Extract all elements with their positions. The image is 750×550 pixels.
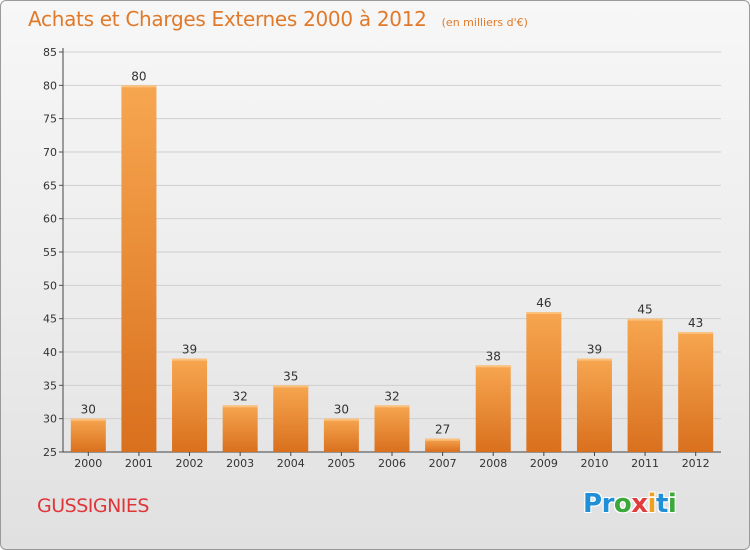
brand-letter: r	[601, 489, 615, 519]
brand-logo: Proxiti	[583, 489, 677, 519]
bar-2008	[475, 365, 511, 452]
y-tick-label: 50	[43, 279, 57, 292]
y-tick-labels: 25 30 35 40 45 50 55 60 65 70 75 80 85	[43, 46, 57, 459]
y-tick-label: 80	[43, 79, 57, 92]
x-tick-label: 2004	[277, 457, 305, 470]
bar-2012	[678, 332, 714, 452]
data-label: 45	[637, 303, 652, 317]
bar-highlight	[678, 332, 714, 334]
bar-2002	[172, 358, 208, 452]
chart-subtitle: (en milliers d'€)	[441, 16, 528, 29]
x-tick-label: 2009	[530, 457, 558, 470]
x-tick-label: 2006	[378, 457, 406, 470]
bar-2009	[526, 312, 562, 452]
bar-2005	[323, 418, 359, 452]
bar-highlight	[576, 358, 612, 361]
bar-2003	[222, 405, 258, 452]
y-tick-label: 55	[43, 246, 57, 259]
data-labels: 30 80 39 32 35 30 32 27 38 46 39 45 43	[81, 69, 704, 436]
data-label: 39	[182, 343, 197, 357]
y-tick-label: 65	[43, 179, 57, 192]
brand-letter: o	[613, 489, 632, 519]
y-tick-label: 25	[43, 446, 57, 459]
y-tick-label: 40	[43, 346, 57, 359]
title-row: Achats et Charges Externes 2000 à 2012 (…	[28, 7, 528, 31]
data-label: 32	[384, 389, 399, 403]
data-label: 32	[233, 389, 248, 403]
bars	[70, 85, 714, 452]
chart-title: Achats et Charges Externes 2000 à 2012	[28, 7, 427, 31]
y-tick-label: 45	[43, 313, 57, 326]
bar-2011	[627, 318, 663, 452]
bar-highlight	[374, 405, 410, 408]
bar-2000	[70, 418, 106, 452]
data-label: 35	[283, 369, 298, 383]
y-tick-label: 30	[43, 413, 57, 426]
data-label: 80	[131, 69, 146, 83]
data-label: 39	[587, 343, 602, 357]
y-tick-label: 60	[43, 213, 57, 226]
bar-2006	[374, 405, 410, 452]
brand-letter: t	[655, 489, 668, 519]
x-tick-label: 2002	[176, 457, 204, 470]
place-name: GUSSIGNIES	[37, 495, 149, 517]
data-label: 38	[486, 349, 501, 363]
y-tick-label: 35	[43, 379, 57, 392]
bar-highlight	[475, 365, 511, 368]
bar-2004	[273, 385, 309, 452]
x-tick-label: 2003	[226, 457, 254, 470]
bar-2007	[425, 438, 461, 452]
x-tick-label: 2001	[125, 457, 153, 470]
brand-letter: i	[667, 489, 677, 519]
data-label: 30	[81, 403, 96, 417]
bar-highlight	[273, 385, 309, 388]
x-tick-label: 2011	[631, 457, 659, 470]
bar-highlight	[526, 312, 562, 314]
bar-highlight	[222, 405, 258, 408]
bar-2001	[121, 85, 157, 452]
y-tick-label: 85	[43, 46, 57, 59]
x-tick-label: 2010	[580, 457, 608, 470]
data-label: 27	[435, 423, 450, 437]
brand-letter: i	[647, 489, 657, 519]
x-tick-labels: 2000 2001 2002 2003 2004 2005 2006 2007 2008 2009…	[74, 452, 710, 470]
bar-highlight	[172, 358, 208, 361]
y-tick-label: 70	[43, 146, 57, 159]
bar-highlight	[121, 85, 157, 88]
bar-highlight	[70, 418, 106, 421]
x-tick-label: 2007	[429, 457, 457, 470]
data-label: 43	[688, 316, 703, 330]
x-tick-label: 2000	[74, 457, 102, 470]
x-tick-label: 2008	[479, 457, 507, 470]
data-label: 30	[334, 403, 349, 417]
bar-highlight	[323, 418, 359, 421]
x-tick-label: 2005	[327, 457, 355, 470]
brand-letter: P	[583, 489, 602, 519]
data-label: 46	[536, 296, 551, 310]
bar-2010	[576, 358, 612, 452]
y-tick-label: 75	[43, 113, 57, 126]
bar-highlight	[425, 438, 461, 441]
brand-letter: x	[631, 489, 648, 519]
x-tick-label: 2012	[682, 457, 710, 470]
bar-highlight	[627, 318, 663, 321]
